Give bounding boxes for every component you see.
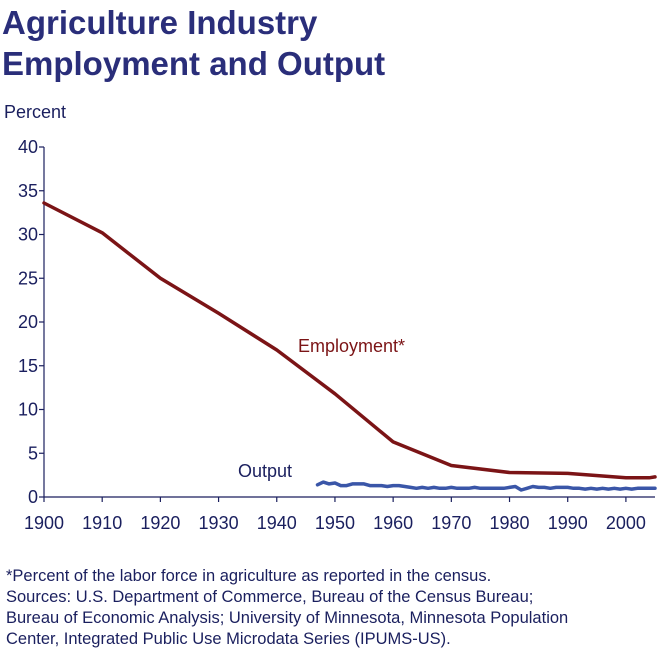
y-tick-label: 10 [18,400,38,420]
series-layer [42,201,657,492]
line-chart: Percent 0 5 10 15 20 25 30 35 40 1900 1910 1920 193… [4,102,657,533]
x-tick-label: 1990 [548,513,588,533]
footnote-line-3: Bureau of Economic Analysis; University … [6,609,569,627]
chart-title: Agriculture Industry Employment and Outp… [2,2,385,84]
x-tick-label: 2000 [606,513,646,533]
y-tick-label: 15 [18,356,38,376]
y-tick-label: 20 [18,312,38,332]
y-axis-label: Percent [4,102,66,122]
x-tick-label: 1910 [82,513,122,533]
y-tick-label: 0 [28,487,38,507]
x-tick-label: 1920 [140,513,180,533]
y-tick-label: 5 [28,443,38,463]
x-tick-label: 1970 [431,513,471,533]
y-tick-label: 40 [18,137,38,157]
y-tick-label: 30 [18,225,38,245]
x-tick-label: 1940 [257,513,297,533]
x-tick-label: 1960 [373,513,413,533]
x-ticks: 1900 1910 1920 1930 1940 1950 1960 1970 1980 1990… [24,497,646,533]
chart-title-line-1: Agriculture Industry [2,4,318,41]
x-tick-label: 1980 [490,513,530,533]
footnote-line-2: Sources: U.S. Department of Commerce, Bu… [6,588,534,606]
y-tick-label: 25 [18,268,38,288]
y-ticks: 0 5 10 15 20 25 30 35 40 [18,137,44,507]
chart-title-line-2: Employment and Output [2,45,386,82]
y-tick-label: 35 [18,181,38,201]
footnote: *Percent of the labor force in agricultu… [6,566,656,650]
output-line [315,480,657,492]
output-annotation: Output [238,461,292,481]
footnote-line-1: *Percent of the labor force in agricultu… [6,567,492,585]
x-tick-label: 1930 [199,513,239,533]
x-tick-label: 1900 [24,513,64,533]
employment-annotation: Employment* [298,336,405,356]
employment-line [42,201,657,480]
footnote-line-4: Center, Integrated Public Use Microdata … [6,630,451,648]
x-tick-label: 1950 [315,513,355,533]
